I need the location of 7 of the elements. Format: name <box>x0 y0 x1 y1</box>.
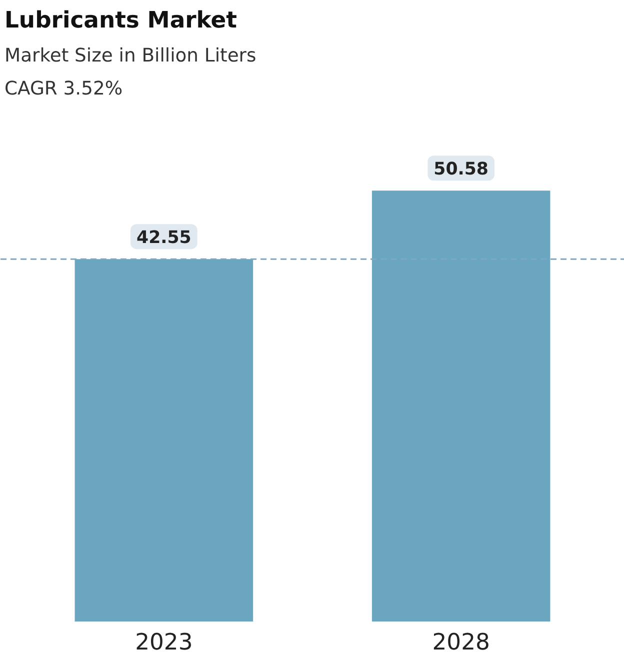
data-label: 42.55 <box>136 228 192 248</box>
data-label: 50.58 <box>434 160 488 180</box>
chart-title: Lubricants Market <box>4 8 238 34</box>
x-tick-label: 2028 <box>432 630 490 652</box>
text: CAGR 3.52% <box>4 78 123 100</box>
chart-subtitle: Market Size in Billion Liters <box>4 46 256 66</box>
x-tick-label: 2023 <box>135 630 193 652</box>
